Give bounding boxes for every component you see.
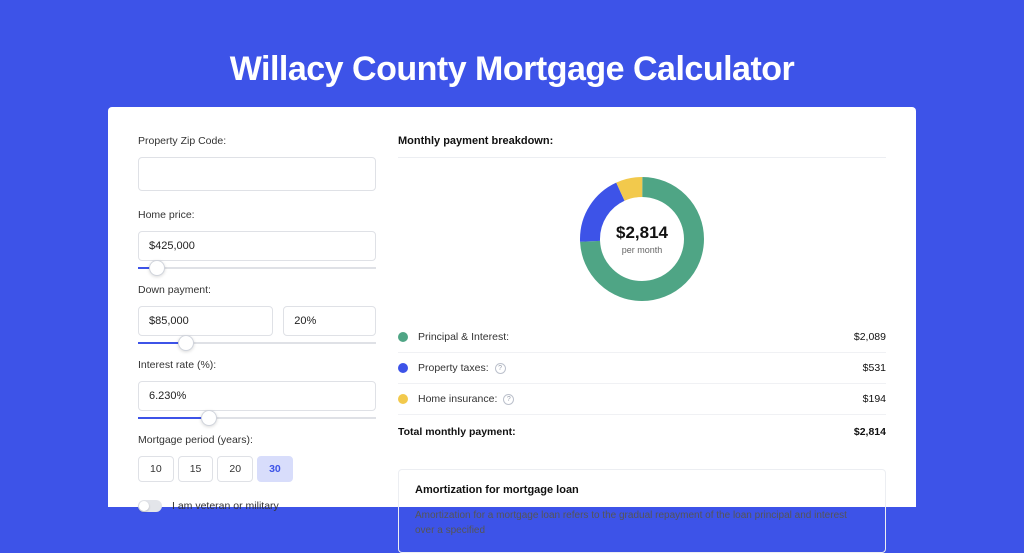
- interest-input[interactable]: [138, 381, 376, 411]
- home-price-label: Home price:: [138, 209, 376, 221]
- donut-total-label: per month: [616, 245, 668, 255]
- legend-dot: [398, 332, 408, 342]
- legend-row-pi: Principal & Interest:$2,089: [398, 322, 886, 353]
- legend-value: $194: [863, 393, 886, 405]
- period-pill-10[interactable]: 10: [138, 456, 174, 482]
- legend: Principal & Interest:$2,089Property taxe…: [398, 322, 886, 447]
- donut-zone: $2,814 per month: [398, 172, 886, 322]
- down-payment-row: Down payment:: [138, 284, 376, 349]
- breakdown-title: Monthly payment breakdown:: [398, 135, 886, 158]
- period-pill-15[interactable]: 15: [178, 456, 214, 482]
- period-label: Mortgage period (years):: [138, 434, 376, 446]
- interest-row: Interest rate (%):: [138, 359, 376, 424]
- amortization-title: Amortization for mortgage loan: [415, 484, 869, 496]
- legend-total-value: $2,814: [854, 426, 886, 438]
- slider-thumb[interactable]: [149, 260, 165, 276]
- legend-row-pt: Property taxes:?$531: [398, 353, 886, 384]
- calculator-card: Property Zip Code: Home price: Down paym…: [108, 107, 916, 507]
- page: Willacy County Mortgage Calculator Prope…: [0, 0, 1024, 512]
- page-title: Willacy County Mortgage Calculator: [108, 0, 916, 107]
- legend-value: $2,089: [854, 331, 886, 343]
- period-pill-20[interactable]: 20: [217, 456, 253, 482]
- legend-row-hi: Home insurance:?$194: [398, 384, 886, 415]
- zip-input[interactable]: [138, 157, 376, 191]
- home-price-row: Home price:: [138, 209, 376, 274]
- down-payment-pct-input[interactable]: [283, 306, 376, 336]
- veteran-toggle[interactable]: [138, 500, 162, 512]
- legend-label: Property taxes:?: [418, 362, 863, 374]
- down-payment-slider[interactable]: [138, 339, 376, 349]
- legend-value: $531: [863, 362, 886, 374]
- amortization-section: Amortization for mortgage loan Amortizat…: [398, 469, 886, 553]
- inputs-panel: Property Zip Code: Home price: Down paym…: [138, 135, 376, 507]
- period-row: Mortgage period (years): 10152030: [138, 434, 376, 482]
- info-icon[interactable]: ?: [503, 394, 514, 405]
- legend-total-label: Total monthly payment:: [398, 426, 854, 438]
- interest-label: Interest rate (%):: [138, 359, 376, 371]
- down-payment-amount-input[interactable]: [138, 306, 273, 336]
- legend-row-total: Total monthly payment:$2,814: [398, 415, 886, 447]
- amortization-text: Amortization for a mortgage loan refers …: [415, 508, 869, 538]
- breakdown-panel: Monthly payment breakdown: $2,814 per mo…: [398, 135, 886, 507]
- zip-row: Property Zip Code:: [138, 135, 376, 191]
- down-payment-label: Down payment:: [138, 284, 376, 296]
- legend-label: Home insurance:?: [418, 393, 863, 405]
- legend-dot: [398, 394, 408, 404]
- donut-chart: $2,814 per month: [577, 174, 707, 304]
- zip-label: Property Zip Code:: [138, 135, 376, 147]
- donut-total-value: $2,814: [616, 223, 668, 243]
- slider-thumb[interactable]: [201, 410, 217, 426]
- veteran-label: I am veteran or military: [172, 500, 279, 512]
- veteran-row: I am veteran or military: [138, 500, 376, 512]
- interest-slider[interactable]: [138, 414, 376, 424]
- home-price-input[interactable]: [138, 231, 376, 261]
- slider-thumb[interactable]: [178, 335, 194, 351]
- info-icon[interactable]: ?: [495, 363, 506, 374]
- period-pills: 10152030: [138, 456, 376, 482]
- legend-dot: [398, 363, 408, 373]
- period-pill-30[interactable]: 30: [257, 456, 293, 482]
- home-price-slider[interactable]: [138, 264, 376, 274]
- legend-label: Principal & Interest:: [418, 331, 854, 343]
